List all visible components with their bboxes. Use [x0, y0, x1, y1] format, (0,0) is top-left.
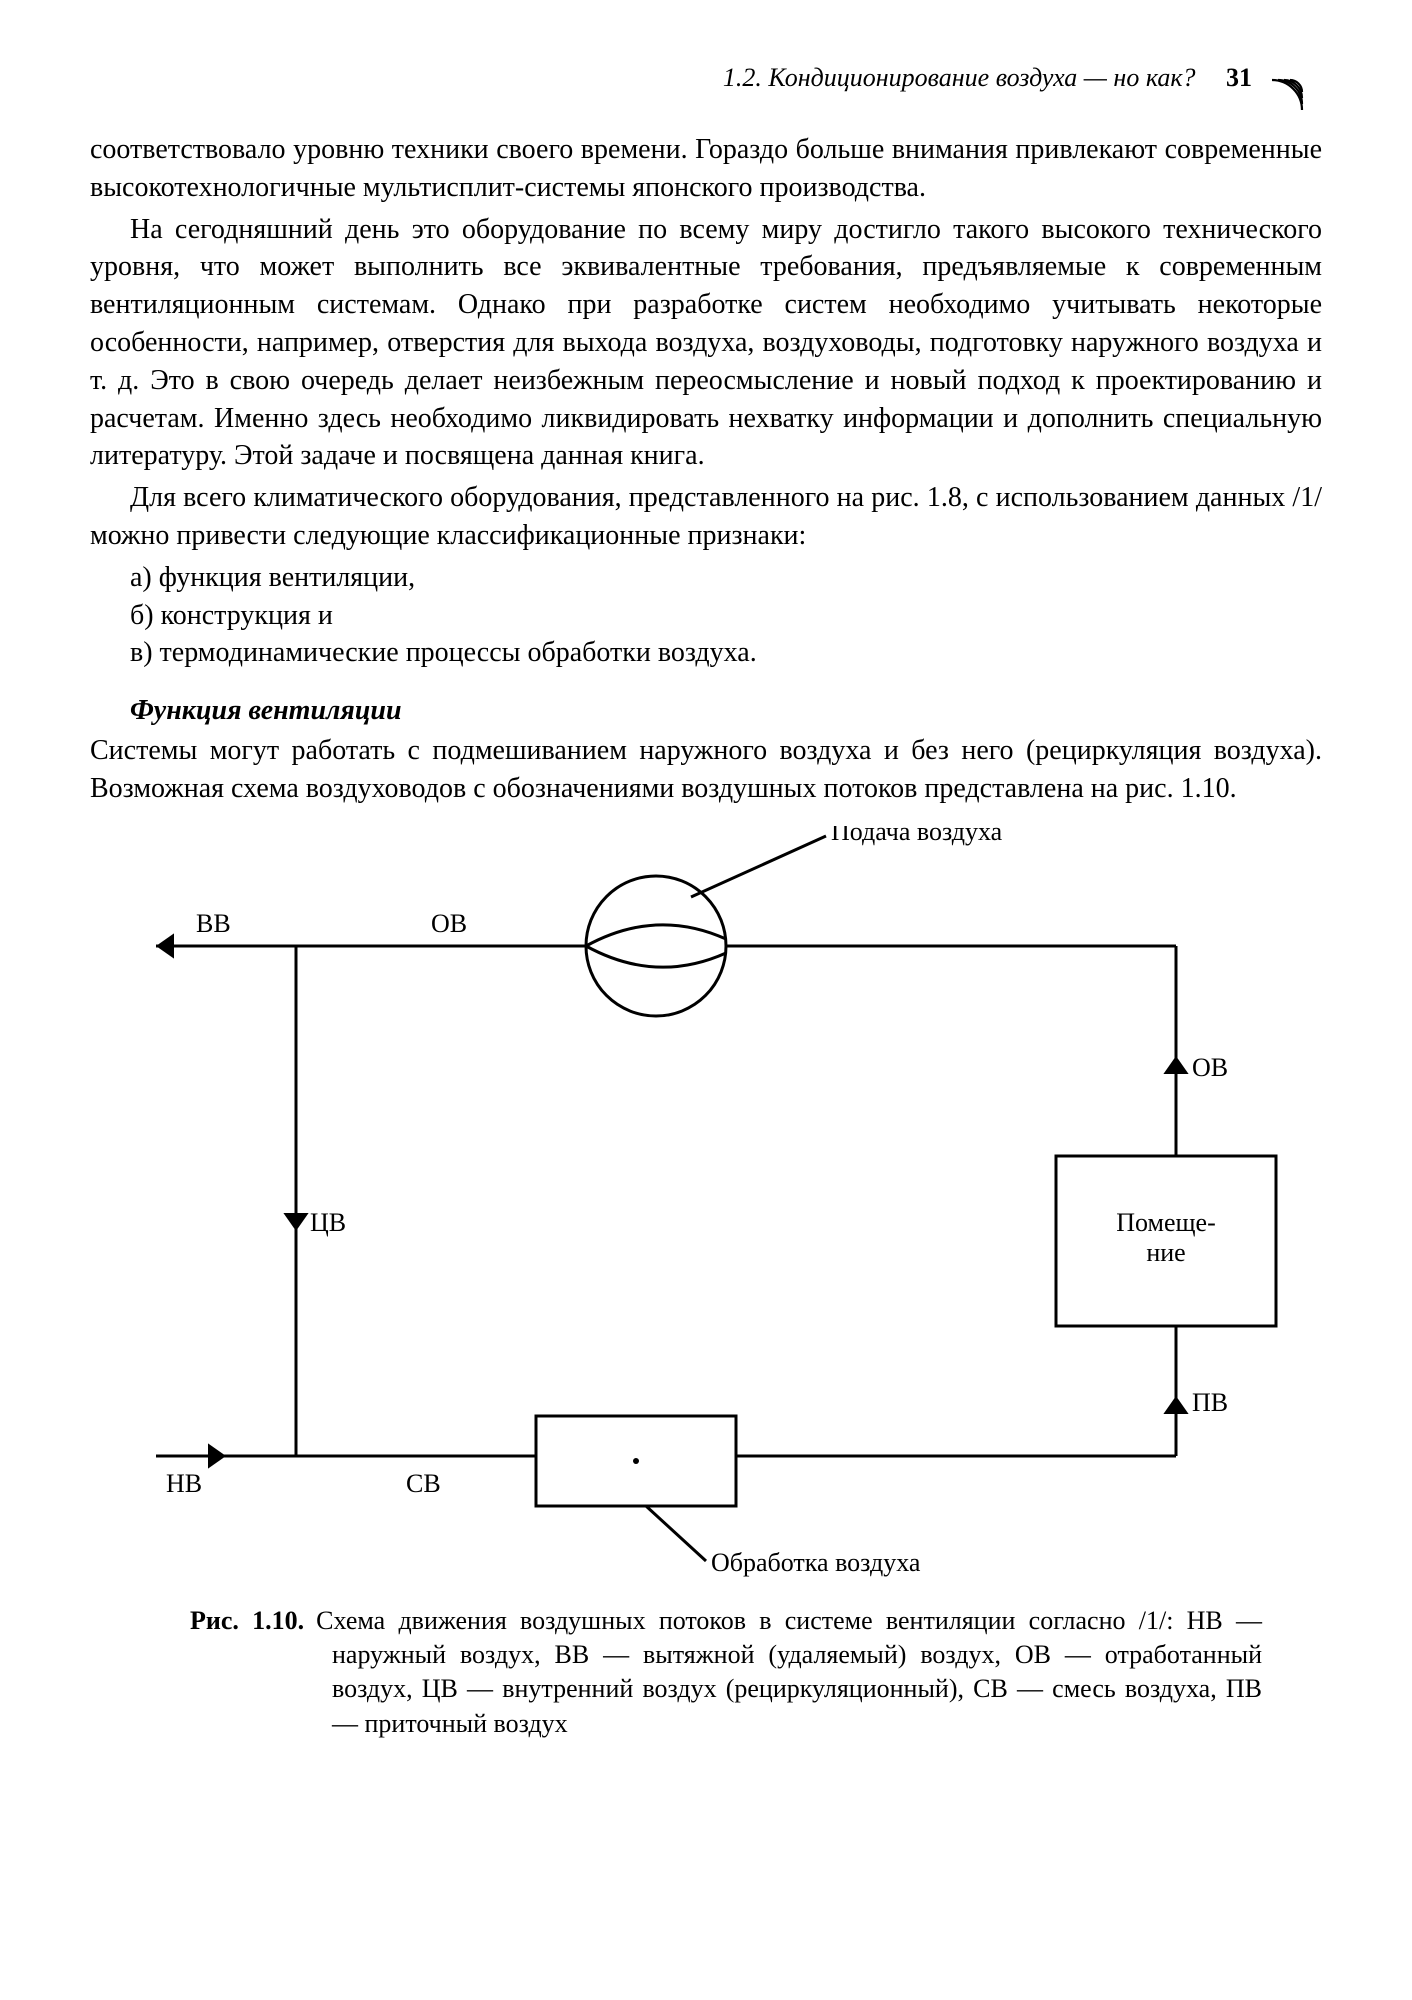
svg-text:ВВ: ВВ — [196, 909, 231, 938]
list-item: в) термодинамические процессы обработки … — [130, 634, 1322, 672]
page-number: 31 — [1226, 63, 1252, 92]
page-root: 1.2. Кондиционирование воздуха — но как?… — [0, 0, 1412, 2000]
list-item: б) конструкция и — [130, 597, 1322, 635]
classification-list: а) функция вентиляции, б) конструкция и … — [130, 559, 1322, 672]
running-header: 1.2. Кондиционирование воздуха — но как?… — [90, 60, 1322, 95]
airflow-diagram: Подача воздуха Помеще-ние Обработка воздух… — [96, 826, 1316, 1586]
svg-text:СВ: СВ — [406, 1469, 441, 1498]
figure-caption-text: Схема движения воздушных потоков в систе… — [316, 1606, 1262, 1738]
svg-text:Помеще-ние: Помеще-ние — [1116, 1208, 1216, 1267]
figure-1-10: Подача воздуха Помеще-ние Обработка воздух… — [90, 826, 1322, 1586]
svg-text:ПВ: ПВ — [1192, 1388, 1228, 1417]
svg-text:ОВ: ОВ — [431, 909, 467, 938]
body-paragraph: Системы могут работать с подмешиванием н… — [90, 732, 1322, 808]
ornament-arcs-icon — [1272, 50, 1332, 110]
svg-text:Обработка воздуха: Обработка воздуха — [711, 1548, 921, 1577]
svg-text:НВ: НВ — [166, 1469, 202, 1498]
body-paragraph: На сегодняшний день это оборудование по … — [90, 211, 1322, 476]
body-paragraph: Для всего климатического оборудования, п… — [90, 479, 1322, 555]
figure-number: Рис. 1.10. — [190, 1606, 304, 1635]
subheading: Функция вентиляции — [130, 692, 1322, 730]
figure-caption: Рис. 1.10. Схема движения воздушных поток… — [190, 1604, 1262, 1741]
svg-text:ОВ: ОВ — [1192, 1053, 1228, 1082]
svg-text:Подача воздуха: Подача воздуха — [831, 826, 1003, 846]
svg-text:ЦВ: ЦВ — [310, 1208, 346, 1237]
body-paragraph: соответствовало уровню техники своего вр… — [90, 131, 1322, 207]
section-label: 1.2. Кондиционирование воздуха — но как? — [723, 63, 1196, 92]
list-item: а) функция вентиляции, — [130, 559, 1322, 597]
